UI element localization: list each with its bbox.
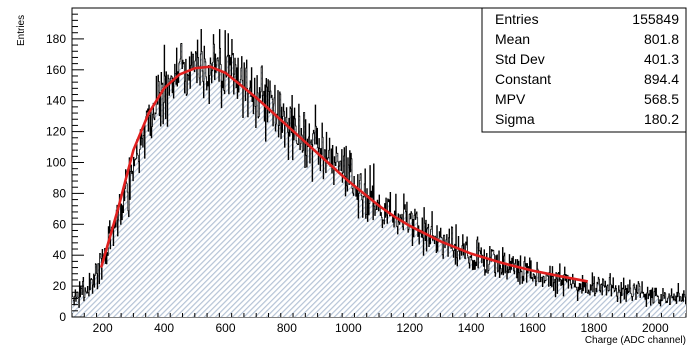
x-tick-label: 1000 (335, 321, 362, 335)
stats-mpv-label: MPV (495, 91, 526, 107)
stats-entries-value: 155849 (632, 11, 679, 27)
x-axis-title: Charge (ADC channel) (585, 335, 686, 346)
stats-mean-label: Mean (495, 31, 530, 47)
y-tick-label: 60 (53, 217, 67, 231)
x-tick-label: 800 (277, 321, 297, 335)
stats-constant-value: 894.4 (644, 71, 679, 87)
x-tick-label: 1600 (519, 321, 546, 335)
stats-box: Entries 155849 Mean 801.8 Std Dev 401.3 … (481, 7, 687, 133)
y-axis-ticks: 0 20 40 60 80 100 120 140 160 180 (46, 7, 84, 324)
stats-mean-value: 801.8 (644, 31, 679, 47)
stats-stddev-label: Std Dev (495, 51, 545, 67)
stats-entries-label: Entries (495, 11, 539, 27)
stats-stddev-value: 401.3 (644, 51, 679, 67)
y-tick-label: 20 (53, 279, 67, 293)
stats-sigma-value: 180.2 (644, 111, 679, 127)
y-tick-label: 120 (46, 125, 66, 139)
y-tick-label: 100 (46, 156, 66, 170)
x-tick-label: 400 (154, 321, 174, 335)
y-tick-label: 80 (53, 186, 67, 200)
x-tick-label: 200 (93, 321, 113, 335)
fit-line (99, 65, 589, 283)
y-tick-label: 40 (53, 248, 67, 262)
y-tick-label: 160 (46, 63, 66, 77)
y-tick-label: 140 (46, 94, 66, 108)
x-axis-ticks: 200 400 600 800 1000 1200 1400 1600 1800 2000 (71, 313, 687, 335)
stats-sigma-label: Sigma (495, 111, 535, 127)
histogram-fill (72, 29, 686, 318)
y-axis-title: Entries (16, 15, 27, 46)
x-tick-label: 1200 (396, 321, 423, 335)
y-tick-label: 180 (46, 32, 66, 46)
x-tick-label: 2000 (642, 321, 669, 335)
stats-mpv-value: 568.5 (644, 91, 679, 107)
stats-constant-label: Constant (495, 71, 551, 87)
stats-box-frame (481, 7, 687, 133)
y-tick-label: 0 (59, 310, 66, 324)
x-tick-label: 600 (215, 321, 235, 335)
x-tick-label: 1400 (458, 321, 485, 335)
x-tick-label: 1800 (581, 321, 608, 335)
